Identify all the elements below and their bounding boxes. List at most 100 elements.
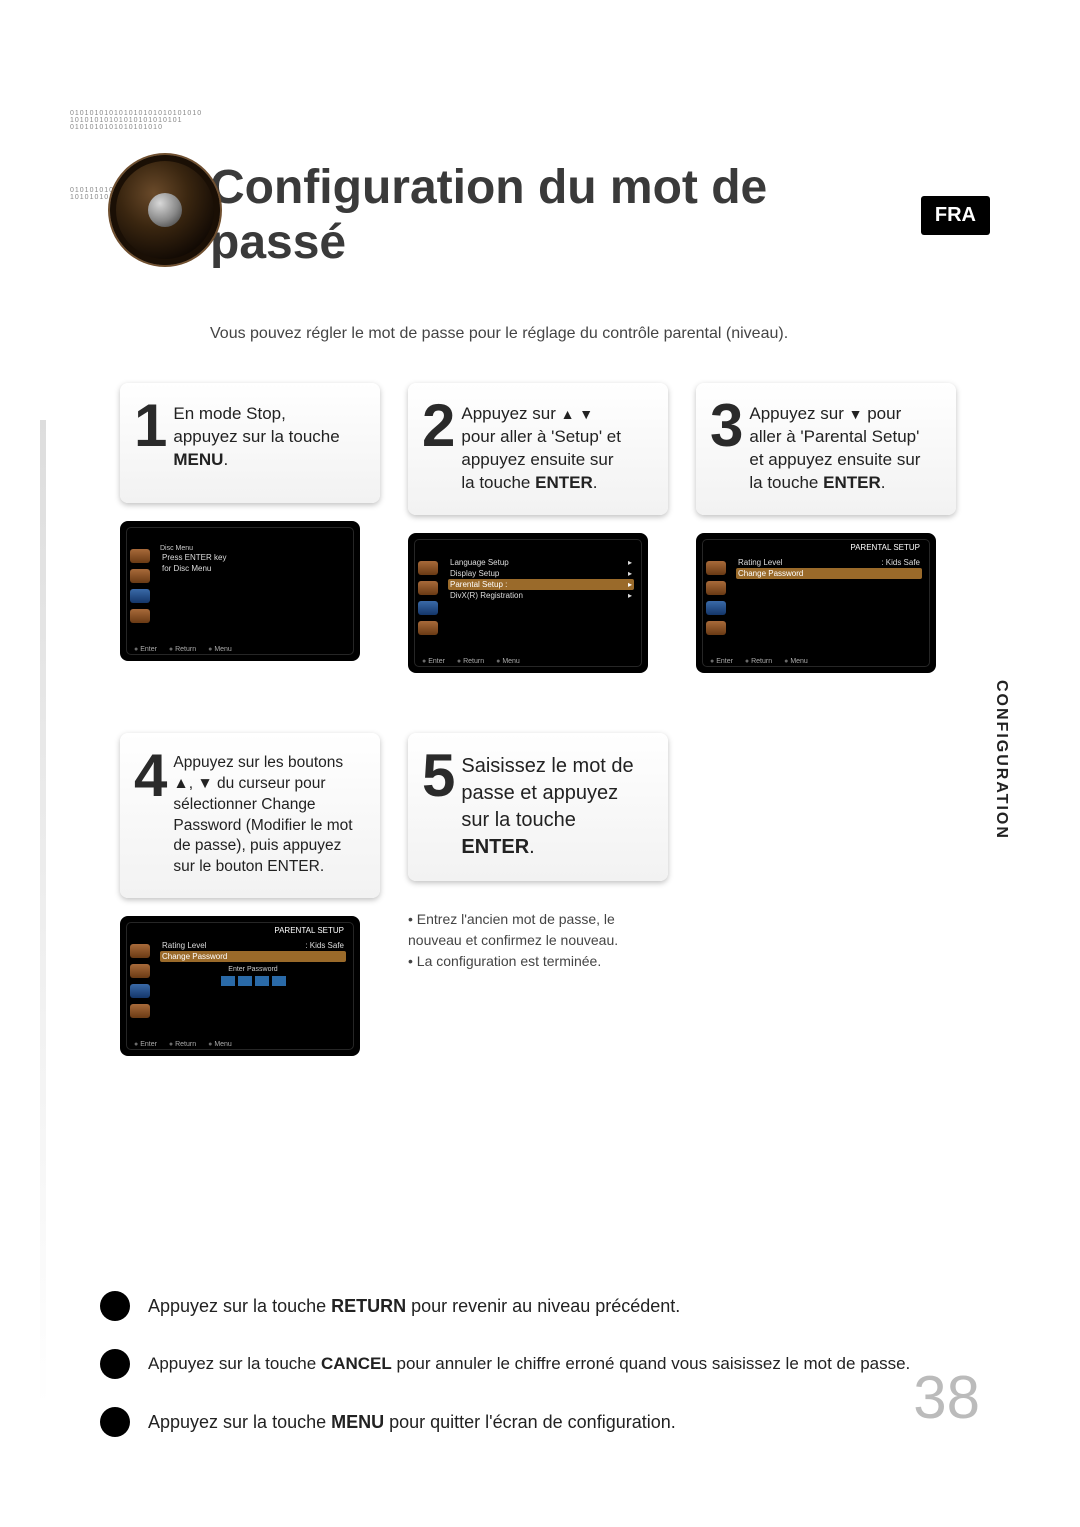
tv-header: PARENTAL SETUP — [850, 543, 920, 552]
bottom-tips: Appuyez sur la touche RETURN pour reveni… — [100, 1291, 980, 1437]
tip-text: Appuyez sur la touche — [148, 1296, 331, 1316]
step-number: 2 — [422, 399, 455, 453]
text-line: aller à 'Parental Setup' — [749, 427, 919, 446]
tv-text: : Kids Safe — [305, 941, 344, 950]
tv-foot-menu: Menu — [496, 658, 520, 665]
step-number: 3 — [710, 399, 743, 453]
text-line: la touche — [749, 473, 818, 492]
triangle-down-icon: ▼ — [849, 405, 863, 424]
tv-text: Display Setup — [450, 569, 499, 578]
step-4-cell: 4 Appuyez sur les boutons ▲, ▼ du curseu… — [120, 733, 380, 1057]
text-dot: . — [529, 836, 535, 858]
text-line: la touche — [461, 473, 530, 492]
tv-foot-return: Return — [169, 1041, 196, 1048]
step-2-box: 2 Appuyez sur ▲ ▼ pour aller à 'Setup' e… — [408, 383, 668, 515]
step-1-cell: 1 En mode Stop, appuyez sur la touche ME… — [120, 383, 380, 673]
text-line: Appuyez sur — [749, 404, 844, 423]
steps-row-1: 1 En mode Stop, appuyez sur la touche ME… — [120, 383, 990, 673]
text-bold: ENTER — [823, 473, 881, 492]
tv-screenshot-4: PARENTAL SETUP Rating Level : Kids Safe C… — [120, 916, 360, 1056]
text-line: sur la touche — [461, 809, 576, 831]
bullet-icon — [100, 1349, 130, 1379]
tip-text: pour quitter l'écran de configuration. — [384, 1412, 676, 1432]
manual-page: 0101010101010101010101010101010101010101… — [0, 0, 1080, 1527]
triangle-down-icon: ▼ — [579, 405, 593, 424]
step-number: 5 — [422, 749, 455, 803]
tip-return: Appuyez sur la touche RETURN pour reveni… — [100, 1291, 980, 1321]
text-bold: ENTER — [461, 836, 529, 858]
tip-menu: Appuyez sur la touche MENU pour quitter … — [100, 1407, 980, 1437]
text-line: appuyez ensuite sur — [461, 450, 613, 469]
text-bold: ENTER — [535, 473, 593, 492]
section-vertical-label: CONFIGURATION — [992, 680, 1010, 840]
page-title: Configuration du mot de passé — [210, 160, 901, 270]
text-line: appuyez sur la touche — [173, 427, 339, 446]
tip-text: Appuyez sur la touche — [148, 1412, 331, 1432]
tv-screenshot-1: Disc Menu Press ENTER key for Disc Menu … — [120, 521, 360, 661]
tv-foot-enter: Enter — [134, 1041, 157, 1048]
tv-foot-enter: Enter — [422, 658, 445, 665]
step-3-box: 3 Appuyez sur ▼ pour aller à 'Parental S… — [696, 383, 956, 515]
text-line: passe et appuyez — [461, 782, 618, 804]
step-4-text: Appuyez sur les boutons ▲, ▼ du curseur … — [173, 749, 366, 879]
tv-text: Press ENTER key — [162, 553, 226, 562]
steps-row-2: 4 Appuyez sur les boutons ▲, ▼ du curseu… — [120, 733, 990, 1057]
text-line: Saisissez le mot de — [461, 755, 633, 777]
step-5-box: 5 Saisissez le mot de passe et appuyez s… — [408, 733, 668, 881]
step-number: 4 — [134, 749, 167, 803]
tip-text: pour revenir au niveau précédent. — [406, 1296, 680, 1316]
tip-text: Appuyez sur la touche — [148, 1354, 321, 1373]
tv-header: PARENTAL SETUP — [274, 926, 344, 935]
tv-foot-enter: Enter — [710, 658, 733, 665]
tv-foot-enter: Enter — [134, 646, 157, 653]
page-number: 38 — [913, 1363, 980, 1432]
text-line: et appuyez ensuite sur — [749, 450, 920, 469]
tv-text: Rating Level — [162, 941, 206, 950]
step-5-notes: Entrez l'ancien mot de passe, le nouveau… — [408, 899, 668, 972]
tv-text: Rating Level — [738, 558, 782, 567]
text-line: En mode Stop, — [173, 404, 285, 423]
text-dot: . — [881, 473, 886, 492]
tv-screenshot-3: PARENTAL SETUP Rating Level : Kids Safe C… — [696, 533, 936, 673]
tv-foot-menu: Menu — [784, 658, 808, 665]
tv-foot-return: Return — [457, 658, 484, 665]
step-4-box: 4 Appuyez sur les boutons ▲, ▼ du curseu… — [120, 733, 380, 899]
step-5-text: Saisissez le mot de passe et appuyez sur… — [461, 749, 633, 861]
text-line: pour aller à 'Setup' et — [461, 427, 621, 446]
tip-bold: CANCEL — [321, 1354, 392, 1373]
tv-text: : Kids Safe — [881, 558, 920, 567]
tv-foot-return: Return — [745, 658, 772, 665]
note-item: La configuration est terminée. — [408, 951, 668, 972]
text-dot: . — [593, 473, 598, 492]
bullet-icon — [100, 1407, 130, 1437]
step-2-text: Appuyez sur ▲ ▼ pour aller à 'Setup' et … — [461, 399, 621, 495]
tv-screenshot-2: Language Setup▸ Display Setup▸ Parental … — [408, 533, 648, 673]
step-number: 1 — [134, 399, 167, 453]
tip-cancel: Appuyez sur la touche CANCEL pour annule… — [100, 1349, 980, 1379]
intro-text: Vous pouvez régler le mot de passe pour … — [210, 325, 990, 343]
tv-text: Language Setup — [450, 558, 509, 567]
text-dot: . — [223, 450, 228, 469]
tv-text: for Disc Menu — [162, 564, 211, 573]
tip-bold: MENU — [331, 1412, 384, 1432]
tv-text: Parental Setup : — [450, 580, 507, 589]
title-row: Configuration du mot de passé FRA — [210, 160, 990, 270]
step-1-box: 1 En mode Stop, appuyez sur la touche ME… — [120, 383, 380, 503]
tv-text: Change Password — [162, 952, 227, 961]
text-line: pour — [867, 404, 901, 423]
language-badge: FRA — [921, 196, 990, 235]
text-bold: MENU — [173, 450, 223, 469]
triangle-up-icon: ▲ — [561, 405, 575, 424]
tip-text: pour annuler le chiffre erroné quand vou… — [392, 1354, 910, 1373]
note-item: Entrez l'ancien mot de passe, le nouveau… — [408, 909, 668, 951]
step-3-cell: 3 Appuyez sur ▼ pour aller à 'Parental S… — [696, 383, 956, 673]
tv-foot-return: Return — [169, 646, 196, 653]
bullet-icon — [100, 1291, 130, 1321]
tv-text: Enter Password — [160, 966, 346, 973]
tip-bold: RETURN — [331, 1296, 406, 1316]
tv-foot-menu: Menu — [208, 646, 232, 653]
tv-text: Change Password — [738, 569, 803, 578]
left-gradient-rule — [40, 420, 46, 1407]
step-3-text: Appuyez sur ▼ pour aller à 'Parental Set… — [749, 399, 920, 495]
step-5-cell: 5 Saisissez le mot de passe et appuyez s… — [408, 733, 668, 972]
